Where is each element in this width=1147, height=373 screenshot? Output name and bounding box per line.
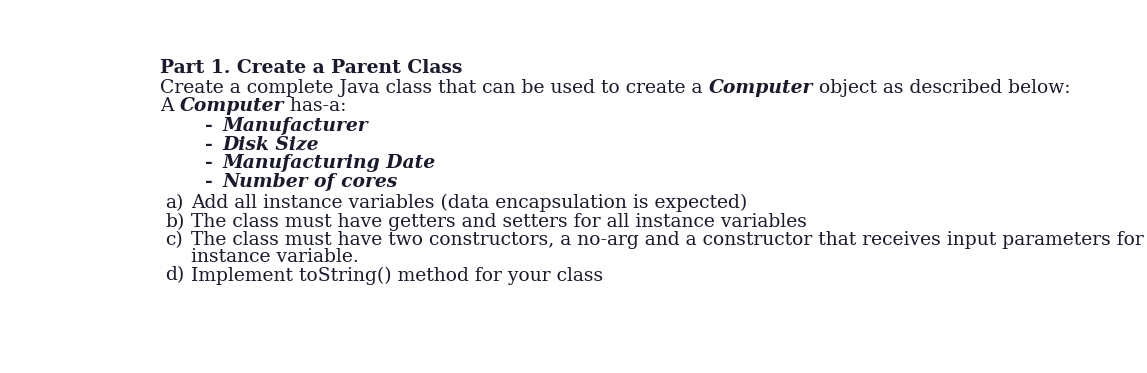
Text: a): a)	[165, 194, 184, 212]
Text: c): c)	[165, 231, 182, 249]
Text: Computer: Computer	[709, 79, 813, 97]
Text: -: -	[205, 136, 213, 154]
Text: A: A	[161, 97, 180, 115]
Text: Computer: Computer	[180, 97, 284, 115]
Text: The class must have two constructors, a no-arg and a constructor that receives i: The class must have two constructors, a …	[192, 231, 1147, 249]
Text: d): d)	[165, 267, 185, 285]
Text: Add all instance variables (data encapsulation is expected): Add all instance variables (data encapsu…	[192, 194, 748, 212]
Text: Number of cores: Number of cores	[223, 173, 398, 191]
Text: -: -	[205, 117, 213, 135]
Text: has-a:: has-a:	[284, 97, 346, 115]
Text: -: -	[205, 173, 213, 191]
Text: Manufacturing Date: Manufacturing Date	[223, 154, 436, 172]
Text: Part 1. Create a Parent Class: Part 1. Create a Parent Class	[161, 59, 462, 76]
Text: Create a complete Java class that can be used to create a: Create a complete Java class that can be…	[161, 79, 709, 97]
Text: The class must have getters and setters for all instance variables: The class must have getters and setters …	[192, 213, 807, 231]
Text: instance variable.: instance variable.	[192, 248, 359, 266]
Text: object as described below:: object as described below:	[813, 79, 1071, 97]
Text: Manufacturer: Manufacturer	[223, 117, 368, 135]
Text: Implement toString() method for your class: Implement toString() method for your cla…	[192, 267, 603, 285]
Text: b): b)	[165, 213, 185, 231]
Text: -: -	[205, 154, 213, 172]
Text: Disk Size: Disk Size	[223, 136, 319, 154]
